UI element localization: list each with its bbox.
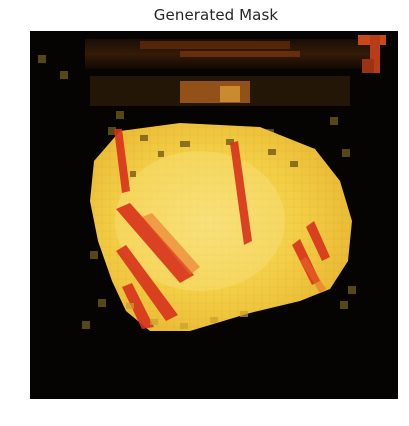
- figure-title: Generated Mask: [153, 6, 279, 24]
- mask-image-canvas: [30, 31, 398, 399]
- generated-mask-image: [30, 31, 398, 399]
